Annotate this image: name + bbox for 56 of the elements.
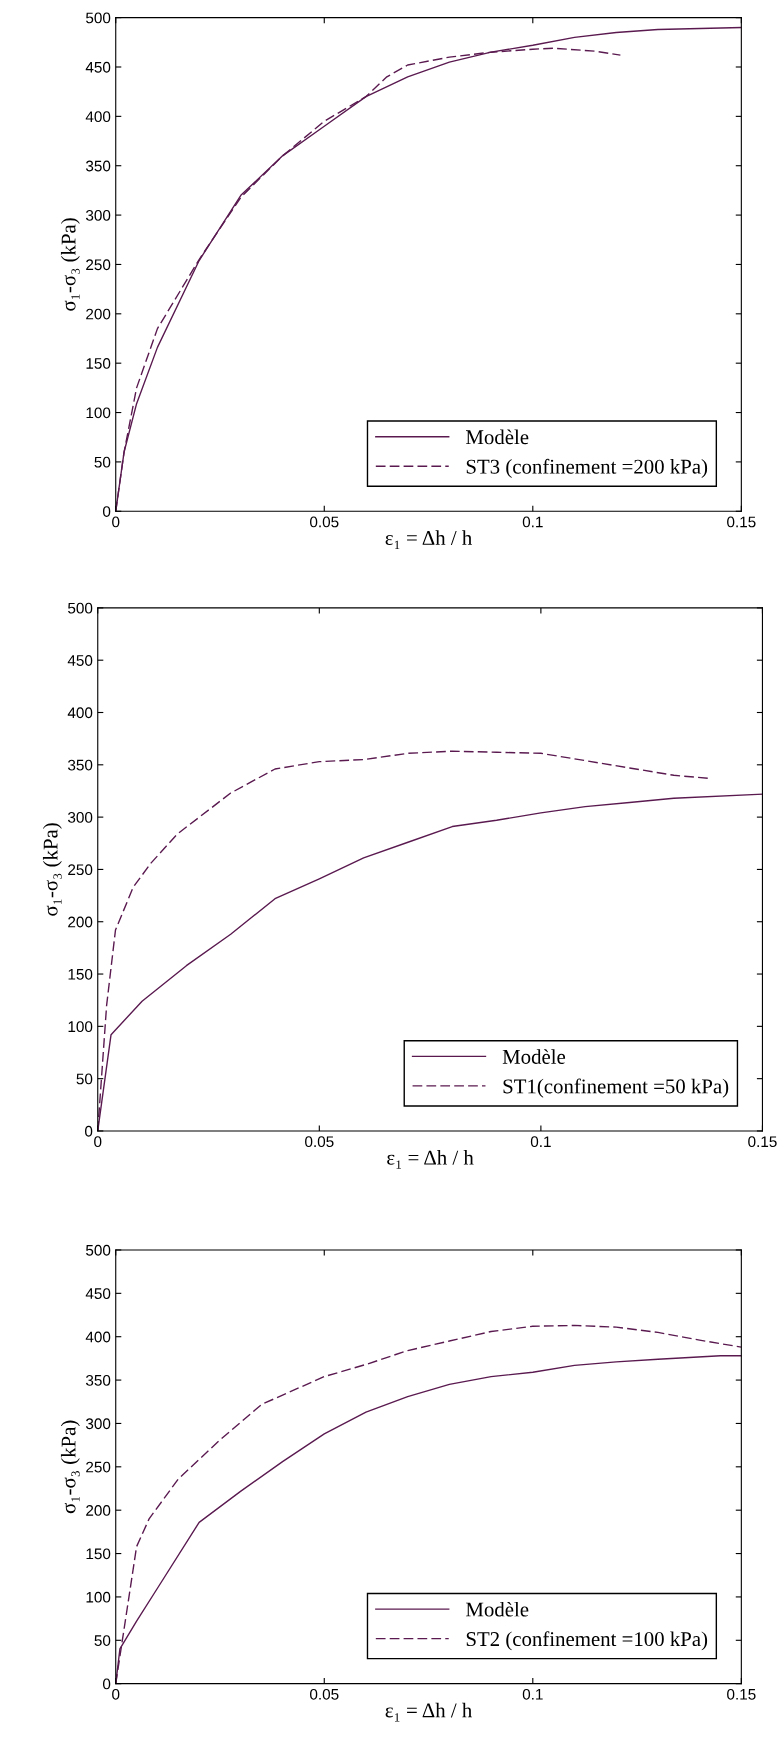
y-tick-label: 200 [68, 916, 93, 928]
y-tick-label: 0 [102, 506, 111, 517]
x-tick-label: 0.15 [727, 1688, 756, 1700]
y-tick-label: 350 [85, 160, 111, 172]
legend-label: Modèle [466, 1601, 529, 1617]
legend-label: ST2 (confinement =100 kPa) [466, 1631, 708, 1651]
y-tick-label: 0 [84, 1125, 93, 1137]
y-tick-label: 100 [68, 1021, 93, 1033]
x-tick-label: 0.05 [305, 1136, 334, 1148]
y-tick-label: 400 [85, 1331, 111, 1343]
y-tick-label: 500 [68, 602, 93, 614]
legend-label: ST1(confinement =50 kPa) [503, 1078, 729, 1098]
legend-label: Modèle [466, 429, 529, 445]
y-tick-label: 50 [94, 456, 111, 468]
x-tick-label: 0 [112, 1688, 120, 1700]
y-tick-label: 50 [76, 1073, 93, 1085]
y-tick-label: 250 [68, 864, 93, 876]
y-tick-label: 150 [68, 968, 93, 980]
y-tick-label: 350 [85, 1374, 111, 1386]
y-axis-title: σ₁-σ₃ (kPa) [60, 218, 80, 311]
x-tick-label: 0.15 [727, 516, 756, 528]
y-tick-label: 200 [86, 1505, 111, 1516]
x-tick-label: 0 [112, 516, 120, 528]
x-tick-label: 0.05 [310, 1688, 339, 1700]
y-tick-label: 300 [85, 209, 111, 221]
x-tick-label: 0.1 [530, 1136, 551, 1148]
y-tick-label: 400 [85, 111, 111, 123]
x-tick-label: 0.15 [748, 1136, 777, 1148]
y-tick-label: 250 [86, 1461, 111, 1473]
y-tick-label: 500 [86, 1244, 111, 1256]
y-tick-label: 100 [86, 1591, 111, 1603]
x-axis-title: ε₁ = Δh / h [387, 1150, 474, 1169]
y-tick-label: 450 [85, 61, 111, 73]
x-tick-label: 0.05 [310, 516, 339, 528]
y-tick-label: 450 [67, 655, 93, 666]
y-tick-label: 500 [86, 12, 111, 24]
y-axis-title: σ₁-σ₃ (kPa) [42, 823, 62, 916]
y-tick-label: 100 [86, 407, 111, 419]
x-tick-label: 0.1 [522, 1688, 543, 1700]
x-axis-title: ε₁ = Δh / h [385, 1702, 472, 1722]
legend-label: ST3 (confinement =200 kPa) [466, 458, 708, 478]
y-tick-label: 150 [86, 1548, 111, 1560]
y-tick-label: 150 [86, 358, 111, 369]
y-tick-label: 200 [86, 308, 111, 320]
y-tick-label: 250 [86, 259, 111, 271]
y-tick-label: 300 [85, 1418, 111, 1430]
y-tick-label: 400 [67, 707, 93, 719]
x-tick-label: 0.1 [522, 516, 543, 528]
legend-label: Modèle [502, 1049, 566, 1064]
y-tick-label: 0 [102, 1678, 111, 1690]
y-tick-label: 300 [67, 811, 93, 823]
y-axis-title: σ₁-σ₃ (kPa) [60, 1420, 80, 1514]
x-axis-title: ε₁ = Δh / h [385, 530, 472, 549]
y-tick-label: 450 [85, 1288, 111, 1300]
y-tick-label: 50 [94, 1635, 111, 1646]
y-tick-label: 350 [67, 759, 93, 771]
